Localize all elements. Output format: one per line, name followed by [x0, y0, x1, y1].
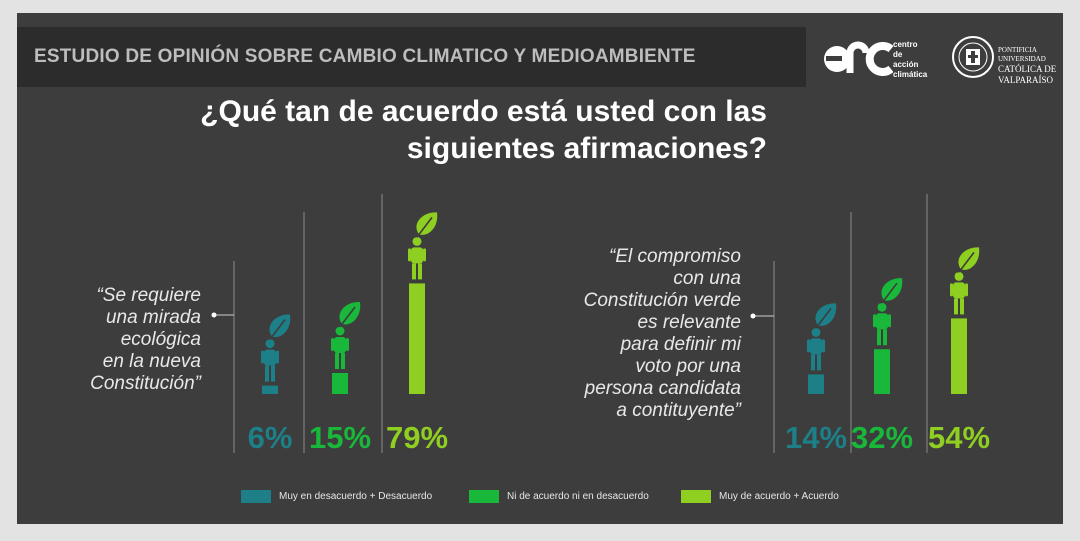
leaf-icon [338, 301, 361, 331]
banner-title: ESTUDIO DE OPINIÓN SOBRE CAMBIO CLIMATIC… [34, 46, 696, 67]
value-label: 79% [386, 420, 448, 455]
legend-item-neutral: Ni de acuerdo ni en desacuerdo [469, 490, 649, 503]
value-label: 14% [785, 420, 847, 455]
value-label: 32% [851, 420, 913, 455]
bar-disagree [262, 385, 278, 394]
bar-agree [409, 283, 425, 394]
statement-2: “El compromiso con una Constitución verd… [583, 246, 741, 421]
leaf-icon [880, 278, 903, 308]
cac-logo-icon [824, 41, 893, 76]
title-banner: ESTUDIO DE OPINIÓN SOBRE CAMBIO CLIMATIC… [17, 27, 806, 87]
bar-chart: 6% 15% 79% 14% 32% 54% [211, 194, 990, 455]
bar-disagree [808, 374, 824, 394]
university-seal-icon [952, 36, 994, 78]
person-icon [807, 327, 825, 371]
person-icon [873, 302, 891, 346]
legend-item-disagree: Muy en desacuerdo + Desacuerdo [241, 490, 432, 503]
statement-connector-dot [211, 312, 217, 318]
cac-logo-text: centro de acción climática [893, 40, 928, 79]
person-icon [261, 339, 279, 382]
leaf-icon [415, 212, 438, 242]
legend-item-agree: Muy de acuerdo + Acuerdo [681, 490, 839, 503]
legend-swatch-disagree [241, 490, 271, 503]
leaf-icon [957, 247, 980, 277]
person-icon [950, 271, 968, 315]
statement-1: “Se requiere una mirada ecológica en la … [90, 285, 201, 394]
value-label: 15% [309, 420, 371, 455]
university-logo-text: PONTIFICIA UNIVERSIDAD CATÓLICA DE VALPA… [998, 46, 1057, 85]
person-icon [331, 326, 349, 369]
legend-swatch-neutral [469, 490, 499, 503]
legend-swatch-agree [681, 490, 711, 503]
value-label: 6% [248, 420, 293, 455]
person-icon [408, 236, 426, 280]
statement-connector-dot [750, 313, 756, 319]
bar-agree [951, 318, 967, 394]
question-heading: ¿Qué tan de acuerdo está usted con las s… [200, 95, 767, 165]
value-label: 54% [928, 420, 990, 455]
bar-neutral [332, 373, 348, 394]
infographic-card: ESTUDIO DE OPINIÓN SOBRE CAMBIO CLIMATIC… [17, 13, 1063, 524]
bar-neutral [874, 349, 890, 394]
leaf-icon [268, 314, 291, 344]
leaf-icon [814, 303, 837, 333]
